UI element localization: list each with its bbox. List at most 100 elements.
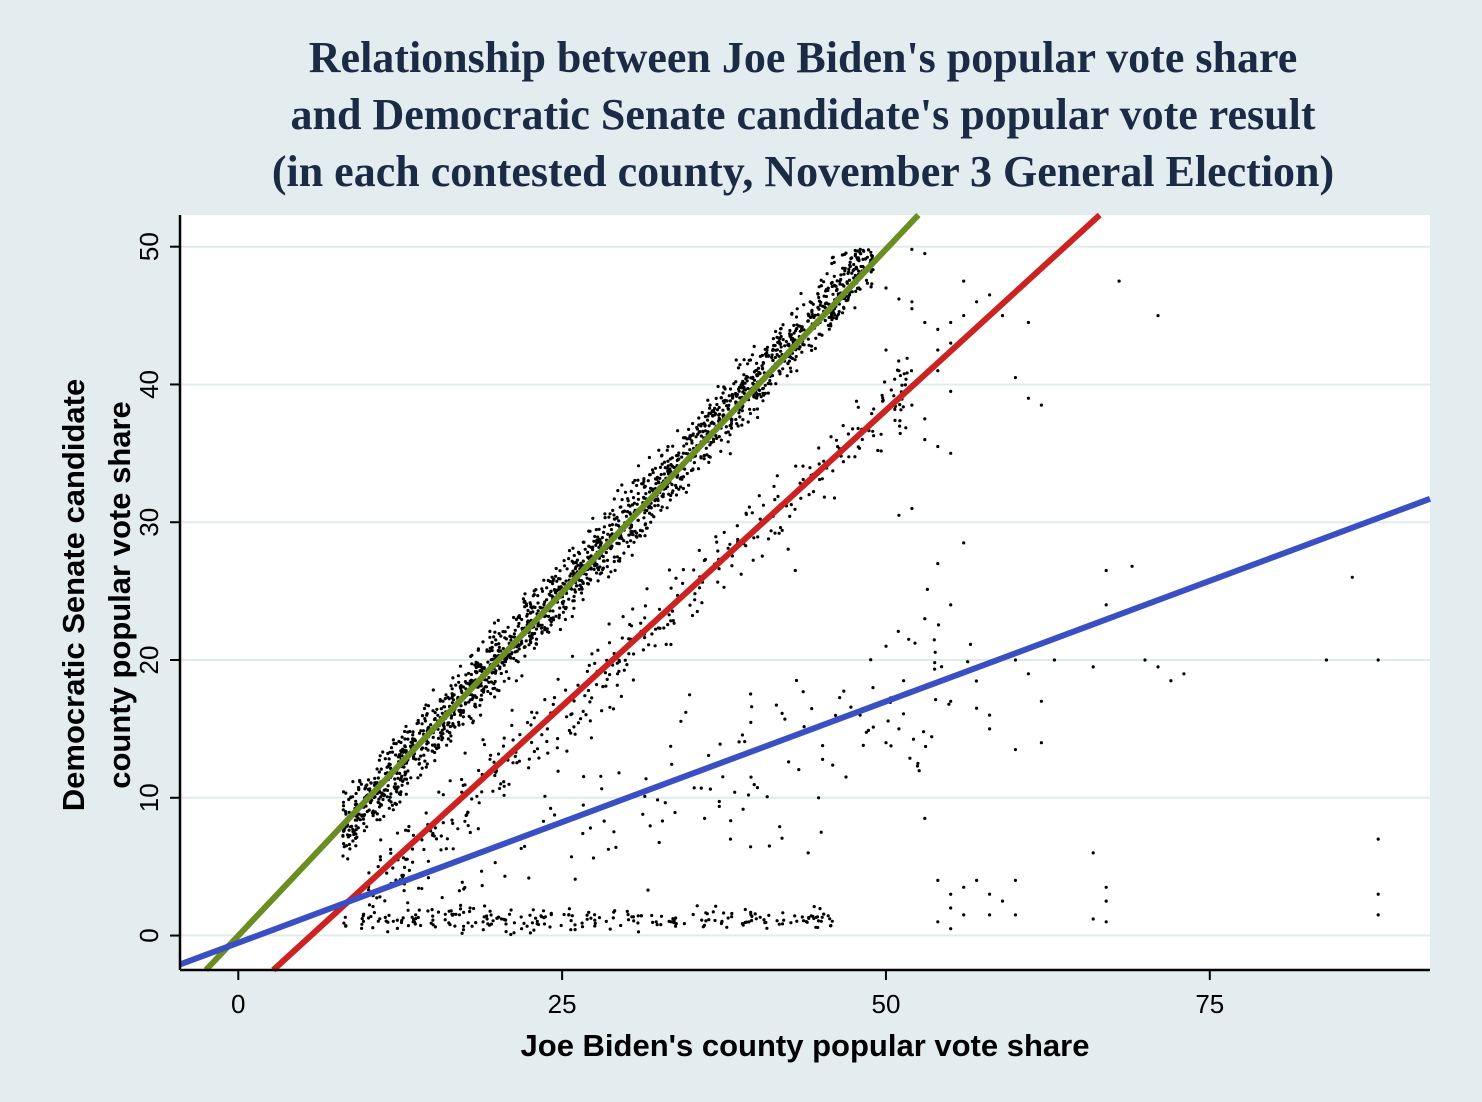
data-point [502,780,506,784]
data-point [861,257,865,261]
data-point [862,249,866,253]
data-point [677,451,681,455]
data-point [933,661,937,665]
data-point [611,508,615,512]
data-point [406,737,410,741]
data-point [416,718,420,723]
data-point [502,679,506,683]
data-point [702,923,707,927]
data-point [406,924,410,928]
data-point [724,431,728,435]
data-point [709,411,713,415]
data-point [641,648,646,652]
data-point [360,922,364,926]
data-point [712,422,716,426]
data-point [741,418,745,422]
data-point [837,310,841,314]
data-point [735,422,739,426]
data-point [391,808,395,812]
data-point [817,332,821,336]
data-point [431,831,435,835]
data-point [553,813,557,817]
data-point [458,664,463,668]
data-point [593,918,597,922]
data-point [684,490,689,494]
data-point [872,434,876,438]
data-point [736,537,740,542]
data-point [757,392,762,396]
data-point [556,737,560,741]
data-point [439,707,443,711]
data-point [770,355,774,359]
data-point [810,348,814,352]
data-point [572,594,576,599]
data-point [528,913,532,917]
data-point [618,556,622,561]
data-point [443,697,447,701]
data-point [562,559,566,563]
data-point [881,399,885,403]
data-point [793,568,797,573]
data-point [645,587,649,591]
data-point [631,915,636,919]
data-point [833,284,837,288]
data-point [849,705,853,709]
data-point [674,493,679,497]
data-point [536,594,540,598]
data-point [904,426,908,430]
data-point [666,445,670,449]
data-point [532,716,536,720]
data-point [834,438,839,442]
data-point [871,268,875,272]
data-point [489,692,493,696]
data-point [528,931,533,935]
data-point [794,464,798,468]
data-point [457,720,461,724]
data-point [636,930,641,934]
data-point [936,623,941,627]
data-point [642,485,647,489]
data-point [765,351,769,355]
data-point [661,494,665,499]
data-point [755,786,760,790]
data-point [627,637,631,641]
data-point [457,680,461,684]
data-point [688,693,692,697]
data-point [387,757,391,761]
data-point [559,923,563,928]
data-point [763,391,767,395]
data-point [1130,564,1134,568]
data-point [528,634,532,638]
fit-line-2 [271,212,1102,973]
data-point [772,484,776,488]
data-point [450,687,454,691]
data-point [771,358,775,362]
data-point [573,590,578,594]
data-point [438,731,443,735]
data-point [371,814,375,818]
data-point [458,713,463,717]
data-point [708,406,712,410]
data-point [391,919,395,923]
data-point [801,464,805,468]
data-point [704,919,708,923]
data-point [1104,920,1108,924]
data-point [909,369,914,373]
data-point [949,892,953,896]
data-point [576,563,580,567]
data-point [389,792,393,796]
data-point [607,641,612,645]
data-point [498,786,502,791]
data-point [988,892,992,896]
data-point [517,759,522,763]
data-point [936,348,940,352]
data-point [416,915,420,920]
data-point [509,638,513,642]
data-point [832,311,836,315]
data-point [657,607,662,611]
data-point [777,531,781,535]
data-point [1117,279,1121,283]
data-point [725,404,729,408]
data-point [450,692,454,696]
data-point [962,279,966,283]
